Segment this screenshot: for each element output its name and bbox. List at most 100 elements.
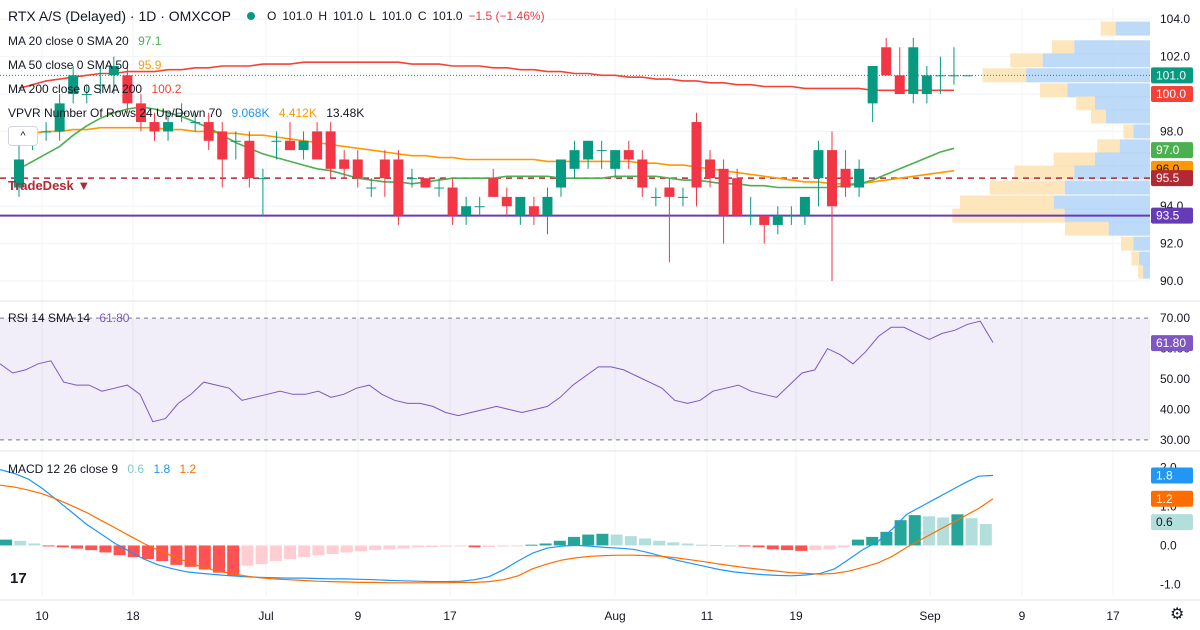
ma200-legend[interactable]: MA 200 close 0 SMA 200 100.2 — [8, 82, 187, 96]
candle — [257, 168, 268, 216]
rsi-badge: 61.80 — [1156, 336, 1186, 350]
candle — [867, 65, 878, 123]
candle-body — [664, 187, 675, 197]
gear-icon[interactable]: ⚙ — [1170, 606, 1185, 623]
macd-histogram-bar — [766, 545, 779, 550]
candle-body — [908, 47, 919, 95]
macd-histogram-bar — [170, 545, 183, 565]
macd-histogram-bar — [312, 545, 325, 556]
macd-histogram-bar — [411, 545, 424, 548]
high-value: 101.0 — [333, 9, 364, 23]
candle-body — [352, 159, 363, 179]
macd-histogram-bar — [42, 545, 55, 547]
time-tick-label: 9 — [355, 609, 362, 623]
candle — [298, 131, 309, 160]
macd-histogram-bar — [482, 545, 495, 547]
ma50-line — [18, 126, 955, 185]
collapse-legend-button[interactable]: ^ — [8, 126, 38, 146]
volume-profile-up-bar — [1074, 40, 1150, 55]
macd-histogram-bar — [667, 542, 680, 546]
candle — [542, 187, 553, 235]
candle — [488, 168, 499, 197]
candle — [285, 122, 295, 151]
rsi-tick-label: 50.00 — [1160, 372, 1190, 386]
rsi-legend[interactable]: RSI 14 SMA 14 61.80 — [8, 311, 135, 325]
candle — [108, 56, 119, 95]
macd-signal-value: 1.2 — [179, 462, 197, 476]
macd-legend[interactable]: MACD 12 26 close 9 0.6 1.8 1.2 — [8, 462, 202, 476]
purple-line-badge: 93.5 — [1156, 209, 1180, 223]
candle — [691, 112, 702, 207]
candle-body — [230, 140, 241, 142]
low-value: 101.0 — [381, 9, 412, 23]
ma50-legend[interactable]: MA 50 close 0 SMA 50 95.9 — [8, 58, 167, 72]
candle-body — [488, 178, 499, 197]
macd-histogram-bar — [383, 545, 396, 550]
candle-body — [583, 140, 594, 160]
candle-body — [447, 187, 458, 216]
volume-profile-down-bar — [1138, 264, 1144, 279]
volume-profile-down-bar — [1123, 124, 1134, 139]
candle — [474, 196, 485, 216]
volume-profile-down-bar — [1131, 251, 1139, 266]
candle-body — [813, 150, 824, 179]
price-tick-label: 98.0 — [1160, 124, 1184, 138]
macd-histogram-bar — [127, 545, 140, 558]
macd-histogram-bar — [468, 545, 481, 548]
last-price-badge-bg — [1151, 67, 1193, 84]
high-label: H — [318, 9, 328, 23]
tradedesk-label[interactable]: TradeDesk ▼ — [8, 178, 91, 193]
candle-body — [122, 75, 133, 104]
volume-profile-up-bar — [1143, 264, 1150, 279]
symbol-title[interactable]: RTX A/S (Delayed) · 1D · OMXCOP — [8, 8, 232, 24]
macd-histogram-bar — [951, 514, 964, 546]
time-tick-label: 10 — [35, 609, 49, 623]
rsi-badge-bg — [1151, 335, 1193, 352]
candle — [81, 84, 92, 104]
candle-body — [298, 140, 309, 151]
ma50-label: MA 50 close 0 SMA 50 — [8, 58, 129, 72]
vpvr-down-value: 4.412K — [278, 106, 317, 120]
vpvr-legend[interactable]: VPVR Number Of Rows 24 Up/Down 70 9.068K… — [8, 106, 370, 120]
rsi-band — [0, 318, 1150, 440]
candle-body — [854, 168, 865, 188]
hist-badge-bg — [1151, 514, 1193, 531]
candle-body — [677, 196, 688, 198]
macd-histogram-bar — [326, 545, 339, 554]
price-tick-label: 102.0 — [1160, 50, 1190, 64]
candle — [894, 47, 905, 95]
time-tick-label: Sep — [919, 609, 941, 623]
macd-histogram-bar — [582, 534, 595, 546]
ma20-badge: 97.0 — [1156, 143, 1180, 157]
time-tick-label: 18 — [126, 609, 140, 623]
macd-hist-value: 0.6 — [127, 462, 145, 476]
candle-body — [14, 159, 24, 188]
macd-histogram-bar — [426, 545, 438, 547]
candle — [95, 65, 106, 95]
ma20-label: MA 20 close 0 SMA 20 — [8, 34, 129, 48]
ma200-badge-bg — [1151, 86, 1193, 103]
candle-body — [556, 159, 566, 188]
low-label: L — [369, 9, 376, 23]
vpvr-up-value: 9.068K — [231, 106, 270, 120]
candle — [393, 150, 404, 225]
volume-profile-down-bar — [1040, 83, 1068, 98]
last-price-badge: 101.0 — [1156, 68, 1186, 82]
candle-body — [41, 131, 52, 133]
open-label: O — [267, 9, 277, 23]
macd-histogram-bar — [823, 545, 836, 550]
ma20-legend[interactable]: MA 20 close 0 SMA 20 97.1 — [8, 34, 167, 48]
macd-histogram-bar — [653, 540, 666, 546]
candle-body — [515, 196, 526, 216]
macd-histogram-bar — [241, 545, 254, 566]
volume-profile-up-bar — [1095, 152, 1150, 167]
ma200-label: MA 200 close 0 SMA 200 — [8, 82, 143, 96]
volume-profile-up-bar — [1042, 53, 1150, 68]
volume-profile-down-bar — [1053, 152, 1095, 167]
macd-histogram-bar — [809, 545, 822, 551]
candle-body — [149, 122, 160, 132]
tradingview-logo[interactable]: 17 — [10, 570, 27, 587]
chart-header: RTX A/S (Delayed) · 1D · OMXCOP O 101.0 H… — [8, 8, 545, 24]
volume-profile-down-bar — [1121, 236, 1134, 251]
